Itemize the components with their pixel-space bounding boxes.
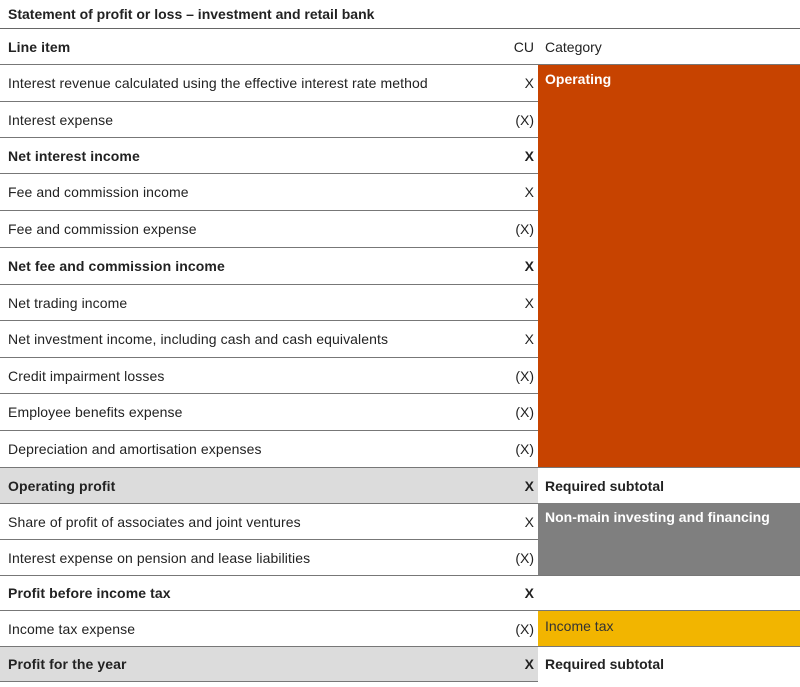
table-row: Interest expense (X) bbox=[0, 102, 800, 138]
table-row: Fee and commission expense (X) bbox=[0, 211, 800, 247]
cu-value: X bbox=[524, 258, 534, 274]
header-category: Category bbox=[545, 39, 602, 55]
table-row: Net interest income X bbox=[0, 138, 800, 174]
divider bbox=[0, 64, 800, 65]
cu-value: (X) bbox=[515, 368, 534, 384]
divider bbox=[0, 357, 538, 358]
divider bbox=[0, 101, 538, 102]
line-item: Share of profit of associates and joint … bbox=[8, 513, 301, 530]
line-item: Net investment income, including cash an… bbox=[8, 331, 389, 347]
category-required-subtotal: Required subtotal bbox=[545, 656, 665, 672]
table-row-subtotal: Profit for the year X Required subtotal bbox=[0, 647, 800, 681]
line-item: Net trading income bbox=[8, 295, 128, 311]
line-item: Interest expense on pension and lease li… bbox=[8, 549, 311, 566]
line-item: Profit for the year bbox=[0, 647, 508, 681]
divider bbox=[0, 539, 538, 540]
cu-value: (X) bbox=[515, 441, 534, 457]
divider bbox=[0, 210, 538, 211]
table-row: Depreciation and amortisation expenses (… bbox=[0, 431, 800, 467]
divider bbox=[0, 575, 800, 576]
divider bbox=[0, 393, 538, 394]
line-item: Fee and commission income bbox=[8, 184, 189, 200]
category-income-tax: Income tax bbox=[538, 610, 800, 646]
cu-value: X bbox=[508, 468, 538, 503]
table-row: Fee and commission income X bbox=[0, 174, 800, 210]
table-header: Line item CU Category bbox=[0, 29, 800, 65]
cu-value: X bbox=[524, 331, 534, 347]
table-row: Profit before income tax X bbox=[0, 576, 800, 610]
category-non-main-investing-financing: Non-main investing and financing bbox=[538, 503, 800, 575]
table-row: Employee benefits expense (X) bbox=[0, 394, 800, 430]
divider bbox=[0, 284, 538, 285]
line-item: Fee and commission expense bbox=[8, 221, 197, 237]
category-operating: Operating bbox=[538, 65, 800, 467]
line-item: Credit impairment losses bbox=[8, 368, 165, 384]
divider bbox=[0, 173, 538, 174]
cu-value: X bbox=[524, 585, 534, 601]
line-item: Net interest income bbox=[8, 148, 140, 164]
table-row: Credit impairment losses (X) bbox=[0, 358, 800, 394]
table-row: Interest expense on pension and lease li… bbox=[0, 540, 800, 575]
header-cu: CU bbox=[513, 39, 534, 55]
cu-value: (X) bbox=[515, 620, 534, 637]
line-item: Net fee and commission income bbox=[8, 258, 225, 274]
divider bbox=[0, 430, 538, 431]
cu-value: X bbox=[524, 75, 534, 91]
divider bbox=[0, 503, 538, 504]
line-item: Income tax expense bbox=[8, 620, 136, 637]
line-item: Interest revenue calculated using the ef… bbox=[8, 75, 428, 91]
divider bbox=[0, 247, 538, 248]
cu-value: X bbox=[524, 148, 534, 164]
table-row: Net trading income X bbox=[0, 285, 800, 321]
cu-value: (X) bbox=[515, 221, 534, 237]
cu-value: X bbox=[524, 513, 534, 530]
divider bbox=[0, 28, 800, 29]
table-row: Income tax expense (X) bbox=[0, 611, 800, 646]
table-row: Share of profit of associates and joint … bbox=[0, 504, 800, 539]
statement-title: Statement of profit or loss – investment… bbox=[8, 6, 375, 22]
divider bbox=[0, 681, 538, 682]
cu-value: (X) bbox=[515, 112, 534, 128]
divider bbox=[0, 467, 800, 468]
divider bbox=[0, 646, 800, 647]
cu-value: (X) bbox=[515, 549, 534, 566]
table-row: Interest revenue calculated using the ef… bbox=[0, 65, 800, 101]
line-item: Depreciation and amortisation expenses bbox=[8, 441, 262, 457]
line-item: Profit before income tax bbox=[8, 585, 171, 601]
table-row: Net fee and commission income X bbox=[0, 248, 800, 284]
cu-value: X bbox=[524, 184, 534, 200]
header-line-item: Line item bbox=[8, 39, 71, 55]
divider bbox=[0, 137, 538, 138]
line-item: Interest expense bbox=[8, 112, 114, 128]
cu-value: (X) bbox=[515, 404, 534, 420]
divider bbox=[0, 610, 800, 611]
cu-value: X bbox=[524, 295, 534, 311]
table-row: Net investment income, including cash an… bbox=[0, 321, 800, 357]
divider bbox=[0, 320, 538, 321]
cu-value: X bbox=[508, 647, 538, 681]
line-item: Employee benefits expense bbox=[8, 404, 183, 420]
table-row-subtotal: Operating profit X Required subtotal bbox=[0, 468, 800, 503]
category-required-subtotal: Required subtotal bbox=[545, 477, 665, 494]
line-item: Operating profit bbox=[0, 468, 508, 503]
